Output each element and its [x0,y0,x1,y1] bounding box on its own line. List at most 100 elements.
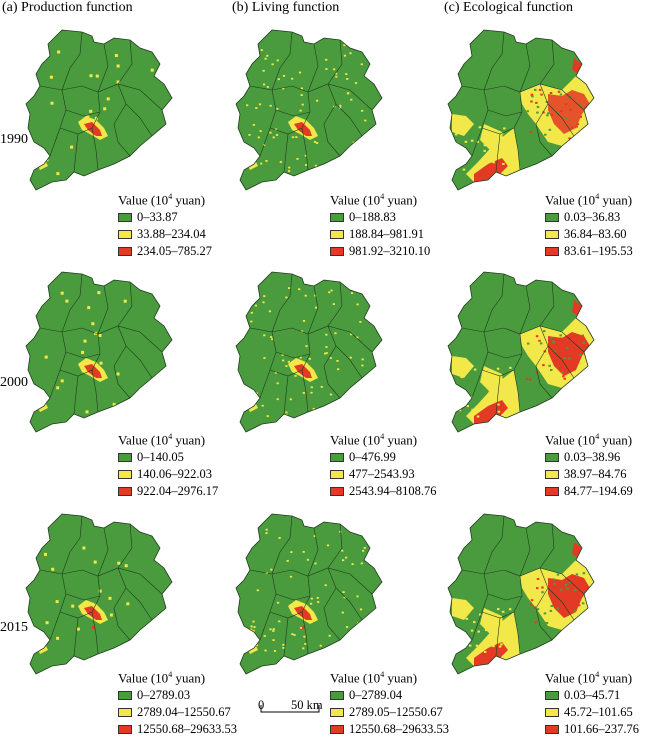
eco-speckle [577,604,581,607]
settlement-patch [358,407,361,410]
legend-label: 38.97–84.76 [564,467,627,482]
settlement-patch [278,620,281,623]
eco-mid-center [480,366,504,392]
settlement-patch [94,116,98,120]
eco-high-sw [474,158,508,182]
eco-speckle [509,137,512,140]
region-outline [447,271,595,433]
eco-speckle [479,613,482,616]
county-boundary [535,587,553,641]
urban-high-core [294,122,312,136]
eco-speckle [500,643,503,646]
settlement-patch [276,108,279,110]
settlement-patch [256,589,259,592]
settlement-patch [324,584,327,587]
settlement-patch [341,549,344,552]
region-map-svg [25,271,173,433]
settlement-patch [276,382,279,385]
eco-speckle [530,100,533,103]
eco-speckle [582,572,586,575]
settlement-patch [314,562,317,565]
settlement-patch [272,630,275,632]
settlement-patch [310,391,313,394]
settlement-patch [268,310,271,313]
settlement-patch [339,104,342,107]
county-boundary [519,43,531,93]
county-boundary [65,109,101,117]
settlement-patch [263,83,266,86]
settlement-patch [265,528,268,531]
county-boundary [61,273,83,333]
county-boundary [117,523,133,569]
eco-speckle [491,392,494,395]
legend-item-low: 0–2789.04 [330,687,449,704]
settlement-patch [271,338,274,341]
eco-speckle [465,617,469,620]
county-boundary [487,593,523,601]
settlement-patch [364,531,367,534]
map-legend: Value (104 yuan) 0.03–45.71 45.72–101.65 10… [545,666,639,738]
settlement-patch [313,535,316,537]
eco-speckle [548,128,552,131]
legend-item-high: 981.92–3210.10 [330,243,430,260]
county-boundary [327,523,343,569]
legend-title: Value (104 yuan) [330,432,418,448]
settlement-patch [262,69,265,72]
settlement-patch [116,64,120,68]
eco-speckle [574,358,577,361]
settlement-patch [137,655,141,659]
eco-speckle [525,378,529,381]
eco-speckle [542,111,545,114]
legend-label: 922.04–2976.17 [137,484,219,499]
legend-label: 0–188.83 [349,210,396,225]
eco-speckle [538,339,541,342]
legend-title: Value (104 yuan) [330,192,418,208]
county-boundary [259,573,277,641]
county-boundary [307,285,319,335]
settlement-patch [114,54,118,57]
settlement-patch [85,410,89,414]
settlement-patch [255,107,258,109]
legend-swatch-low [330,453,344,463]
settlement-patch [333,68,336,71]
settlement-patch [124,564,128,568]
eco-speckle [552,341,555,344]
settlement-patch [359,608,363,611]
eco-speckle [575,573,579,576]
settlement-patch [342,591,345,593]
eco-speckle [562,351,566,354]
settlement-patch [325,352,328,354]
eco-speckle [544,133,547,136]
eco-speckle [541,591,544,594]
settlement-patch [325,333,328,336]
eco-speckle [481,373,484,376]
legend-swatch-mid [545,708,559,718]
eco-speckle [543,330,546,333]
map-legend: Value (104 yuan) 0–2789.03 2789.04–12550.6… [118,666,237,738]
settlement-patch [345,556,348,559]
county-boundary [117,567,153,621]
settlement-patch [339,530,342,533]
settlement-patch [70,145,74,149]
legend-label: 45.72–101.65 [564,705,633,720]
legend-item-mid: 45.72–101.65 [545,704,639,721]
eco-speckle [574,589,577,592]
legend-item-high: 2543.94–8108.76 [330,483,437,500]
eco-speckle [561,371,564,374]
eco-mid-west [452,598,474,620]
eco-speckle [457,395,461,398]
legend-item-low: 0.03–38.96 [545,449,633,466]
settlement-patch [263,357,266,359]
eco-speckle [462,168,466,171]
eco-speckle [577,583,580,586]
county-boundary [271,31,293,91]
legend-title: Value (104 yuan) [118,670,206,686]
eco-speckle [493,624,496,627]
settlement-patch [98,334,102,337]
settlement-patch [285,411,288,414]
settlement-patch [139,408,143,412]
eco-speckle [498,645,502,648]
legend-label: 2789.05–12550.67 [349,705,443,720]
eco-high-east [548,332,590,376]
settlement-patch [356,303,359,306]
